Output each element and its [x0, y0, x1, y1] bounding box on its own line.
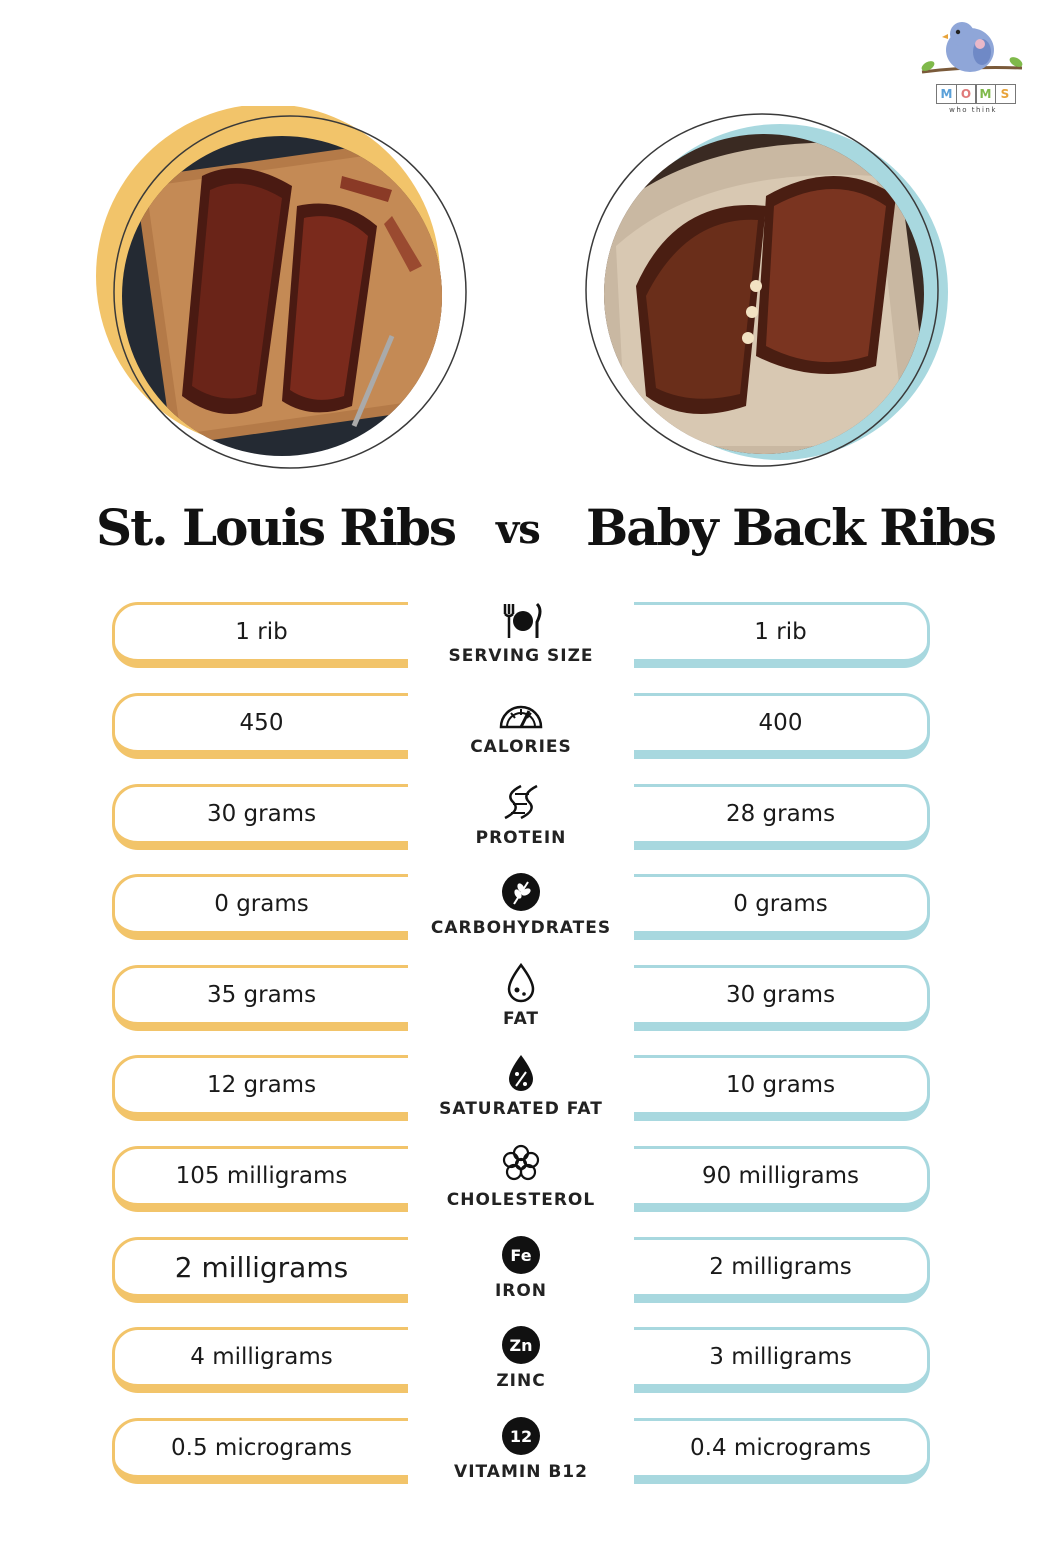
logo-letter-blocks: M O M S	[936, 84, 1016, 104]
nutrient-label-group: FAT	[420, 963, 622, 1045]
nutrient-label: VITAMIN B12	[454, 1462, 588, 1482]
left-value: 0 grams	[112, 874, 408, 940]
utensils-plate-icon	[499, 600, 543, 640]
nutrient-label: CALORIES	[470, 737, 572, 757]
nutrient-label-group: 12 VITAMIN B12	[420, 1416, 622, 1498]
nutrient-label: SATURATED FAT	[439, 1099, 603, 1119]
fe-badge-icon: Fe	[499, 1235, 543, 1275]
moms-who-think-logo[interactable]: M O M S who think	[918, 22, 1028, 122]
left-value: 0.5 micrograms	[112, 1418, 408, 1484]
row-vitamin-b12: 0.5 micrograms 12 VITAMIN B12 0.4 microg…	[0, 1416, 1042, 1498]
left-value: 1 rib	[112, 602, 408, 668]
right-value: 400	[634, 693, 930, 759]
bird-icon	[921, 22, 1023, 74]
left-value: 35 grams	[112, 965, 408, 1031]
badge-text: 12	[502, 1417, 540, 1455]
row-fat: 35 grams FAT 30 grams	[0, 963, 1042, 1045]
logo-block: O	[955, 84, 977, 104]
molecule-icon	[499, 1144, 543, 1184]
left-value: 2 milligrams	[112, 1237, 408, 1303]
badge-text: Fe	[502, 1236, 540, 1274]
row-protein: 30 grams PROTEIN 28 grams	[0, 784, 1042, 864]
nutrient-label-group: PROTEIN	[420, 782, 622, 864]
b12-badge-icon: 12	[499, 1416, 543, 1456]
nutrient-label: FAT	[502, 1009, 540, 1029]
right-value: 0.4 micrograms	[634, 1418, 930, 1484]
right-value: 28 grams	[634, 784, 930, 850]
drop-icon	[499, 963, 543, 1003]
right-value: 10 grams	[634, 1055, 930, 1121]
nutrient-label: PROTEIN	[475, 828, 567, 848]
nutrient-label-group: SERVING SIZE	[420, 600, 622, 682]
row-serving-size: 1 rib SERVING SIZE 1 rib	[0, 602, 1042, 682]
percent-drop-icon	[499, 1053, 543, 1093]
nutrient-label-group: Fe IRON	[420, 1235, 622, 1317]
gauge-icon	[499, 691, 543, 731]
badge-text: Zn	[502, 1326, 540, 1364]
nutrient-label: CHOLESTEROL	[446, 1190, 596, 1210]
row-calories: 450 CALORIES 400	[0, 693, 1042, 773]
nutrient-label-group: SATURATED FAT	[420, 1053, 622, 1135]
right-value: 30 grams	[634, 965, 930, 1031]
nutrient-label: IRON	[494, 1281, 548, 1301]
nutrient-label: SERVING SIZE	[448, 646, 594, 666]
nutrient-label-group: CARBOHYDRATES	[420, 872, 622, 954]
right-value: 1 rib	[634, 602, 930, 668]
right-value: 3 milligrams	[634, 1327, 930, 1393]
row-cholesterol: 105 milligrams CHOLESTEROL 90 milligrams	[0, 1144, 1042, 1226]
baby-back-ribs-photo	[576, 106, 956, 486]
nutrient-label-group: CALORIES	[420, 691, 622, 773]
row-carbohydrates: 0 grams CARBOHYDRATES 0 grams	[0, 872, 1042, 954]
left-value: 12 grams	[112, 1055, 408, 1121]
right-value: 2 milligrams	[634, 1237, 930, 1303]
dna-helix-icon	[499, 782, 543, 822]
title-left: St. Louis Ribs	[96, 498, 457, 557]
zn-badge-icon: Zn	[499, 1325, 543, 1365]
logo-block: M	[936, 84, 957, 104]
logo-block: M	[975, 84, 996, 104]
nutrient-label-group: Zn ZINC	[420, 1325, 622, 1407]
nutrient-label: ZINC	[496, 1371, 546, 1391]
left-value: 4 milligrams	[112, 1327, 408, 1393]
row-iron: 2 milligrams Fe IRON 2 milligrams	[0, 1235, 1042, 1317]
nutrient-label: CARBOHYDRATES	[430, 918, 612, 938]
left-value: 30 grams	[112, 784, 408, 850]
wheat-icon	[499, 872, 543, 912]
comparison-title: St. Louis Ribs vs Baby Back Ribs	[0, 492, 1042, 572]
right-value: 0 grams	[634, 874, 930, 940]
logo-tagline: who think	[949, 106, 997, 114]
logo-block: S	[994, 84, 1016, 104]
nutrient-label-group: CHOLESTEROL	[420, 1144, 622, 1226]
right-value: 90 milligrams	[634, 1146, 930, 1212]
left-value: 105 milligrams	[112, 1146, 408, 1212]
st-louis-ribs-photo	[92, 106, 472, 486]
row-zinc: 4 milligrams Zn ZINC 3 milligrams	[0, 1325, 1042, 1407]
title-vs: vs	[496, 506, 541, 553]
row-saturated-fat: 12 grams SATURATED FAT 10 grams	[0, 1055, 1042, 1135]
left-value: 450	[112, 693, 408, 759]
title-right: Baby Back Ribs	[586, 498, 997, 557]
